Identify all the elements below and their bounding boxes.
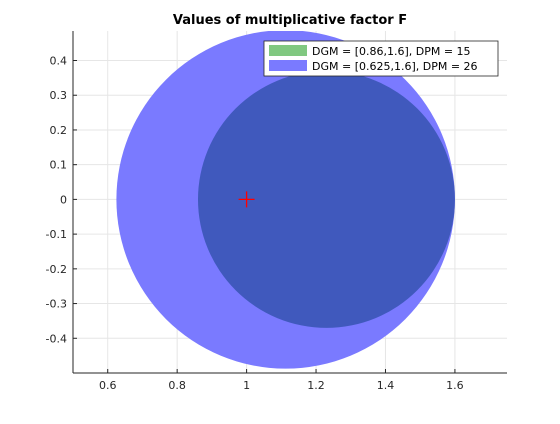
legend-label-1: DGM = [0.86,1.6], DPM = 15	[312, 45, 471, 58]
y-tick-label: 0	[60, 193, 67, 206]
x-tick-label: 0.8	[168, 379, 186, 392]
x-tick-label: 1.2	[307, 379, 325, 392]
chart-title: Values of multiplicative factor F	[173, 13, 407, 28]
y-tick-label: -0.4	[46, 332, 67, 345]
y-tick-label: -0.2	[46, 263, 67, 276]
y-tick-label: -0.1	[46, 228, 67, 241]
x-tick-label: 1.6	[446, 379, 464, 392]
x-tick-label: 0.6	[99, 379, 117, 392]
legend-swatch-2	[269, 60, 307, 71]
x-tick-label: 1.4	[377, 379, 395, 392]
y-tick-label: 0.2	[50, 124, 68, 137]
data-layer	[116, 31, 455, 369]
legend-label-2: DGM = [0.625,1.6], DPM = 26	[312, 60, 478, 73]
series-disk-2	[197, 70, 455, 328]
y-tick-label: -0.3	[46, 298, 67, 311]
y-tick-label: 0.3	[50, 89, 68, 102]
y-tick-label: 0.4	[50, 55, 68, 68]
legend: DGM = [0.86,1.6], DPM = 15 DGM = [0.625,1…	[263, 40, 499, 77]
legend-swatch-1	[269, 45, 307, 56]
axes: 0.6 0.8 1 1.2 1.4 1.6 0.4 0.3 0.2 0.1 0 -0.1 -0.2 -0.…	[46, 31, 507, 392]
x-tick-label: 1	[243, 379, 250, 392]
y-tick-label: 0.1	[50, 159, 68, 172]
